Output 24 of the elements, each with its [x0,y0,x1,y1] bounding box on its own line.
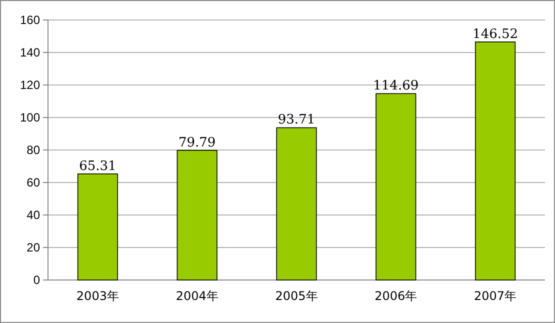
data-label: 65.31 [79,158,116,174]
y-tick-label: 100 [20,110,40,125]
y-tick-label: 160 [20,13,40,28]
y-tick-label: 0 [33,273,40,288]
bar [475,42,516,280]
y-tick-label: 20 [26,240,40,255]
data-label: 146.52 [472,26,518,42]
x-tick-label: 2006年 [374,289,418,303]
x-tick-label: 2007年 [474,289,517,303]
bar [176,150,218,280]
y-tick-label: 40 [26,208,40,222]
y-tick-label: 140 [20,46,40,60]
bar [376,93,416,280]
data-label: 93.71 [278,112,316,128]
bar [276,127,317,280]
data-label: 114.69 [373,78,419,94]
bar [77,173,118,280]
data-label: 79.79 [178,135,216,150]
x-tick-label: 2003年 [76,289,119,303]
y-tick-label: 120 [20,78,40,92]
x-tick-label: 2005年 [275,289,318,303]
y-tick-label: 80 [26,143,40,158]
y-tick-label: 60 [26,176,40,190]
x-tick-label: 2004年 [176,289,218,303]
